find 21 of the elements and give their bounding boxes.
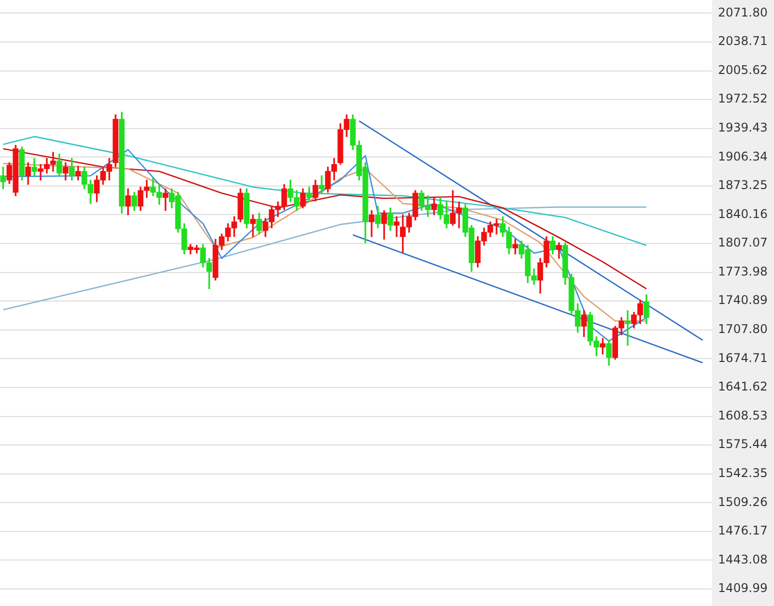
y-tick-label: 2071.80 (718, 5, 768, 20)
y-tick-label: 1939.43 (718, 120, 768, 134)
y-tick-label: 1807.07 (718, 236, 768, 250)
y-tick-label: 1575.44 (718, 437, 768, 452)
y-tick-label: 1608.53 (718, 408, 768, 422)
y-tick-label: 1873.25 (718, 178, 768, 192)
y-tick-label: 1641.62 (718, 380, 768, 394)
y-tick-label: 1476.17 (718, 524, 768, 538)
y-tick-label: 1707.80 (718, 322, 768, 336)
y-tick-label: 1972.52 (718, 92, 768, 106)
y-tick-label: 1740.89 (718, 293, 768, 308)
y-tick-label: 1509.26 (718, 494, 768, 509)
y-tick-label: 1674.71 (718, 350, 768, 365)
y-tick-label: 1906.34 (718, 149, 768, 164)
y-tick-label: 1542.35 (718, 466, 768, 480)
y-tick-label: 2038.71 (718, 34, 768, 48)
y-tick-label: 1773.98 (718, 264, 768, 278)
y-tick-label: 2005.62 (718, 62, 768, 77)
y-tick-label: 1443.08 (718, 552, 768, 566)
y-tick-label: 1840.16 (718, 206, 768, 221)
y-tick-label: 1409.99 (718, 581, 768, 596)
